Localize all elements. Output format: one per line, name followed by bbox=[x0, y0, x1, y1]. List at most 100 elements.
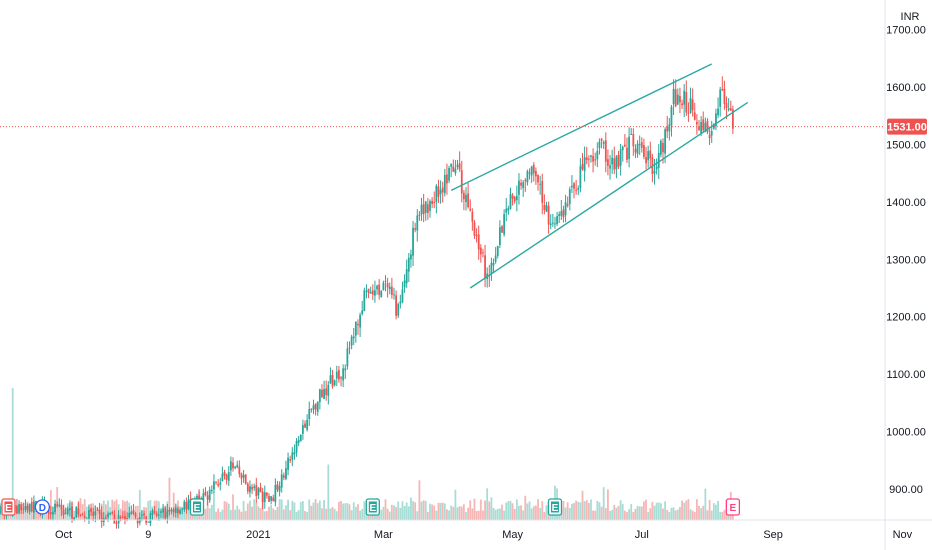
volume-bar bbox=[717, 500, 719, 520]
candle-body bbox=[166, 510, 169, 518]
earnings-marker[interactable]: E bbox=[365, 498, 380, 516]
candle-body bbox=[316, 401, 319, 412]
candle-body bbox=[105, 517, 107, 519]
dividend-marker[interactable]: D bbox=[34, 499, 51, 515]
candle-body bbox=[94, 511, 97, 516]
volume-bar bbox=[492, 507, 495, 520]
candle-body bbox=[645, 157, 647, 164]
candle-body bbox=[346, 348, 349, 367]
volume-bar bbox=[657, 502, 660, 520]
volume-bar bbox=[219, 511, 222, 520]
candle-body bbox=[333, 380, 336, 386]
candle-body bbox=[291, 452, 294, 460]
candle-body bbox=[452, 166, 455, 172]
volume-bar bbox=[643, 501, 645, 520]
candle-body bbox=[518, 180, 520, 195]
volume-bar bbox=[498, 508, 501, 520]
volume-bar bbox=[240, 511, 243, 520]
volume-bar bbox=[289, 510, 292, 520]
volume-bar bbox=[649, 508, 652, 520]
candle-body bbox=[687, 112, 690, 114]
volume-bar bbox=[439, 502, 442, 520]
candle-body bbox=[397, 303, 400, 316]
candle-body bbox=[721, 88, 724, 91]
volume-bar bbox=[630, 504, 633, 520]
volume-bar bbox=[460, 506, 463, 520]
candle-body bbox=[312, 405, 315, 410]
volume-bar bbox=[501, 504, 503, 520]
volume-bar bbox=[403, 505, 406, 520]
candle-body bbox=[693, 112, 696, 120]
candle-body bbox=[659, 140, 662, 155]
candle-body bbox=[293, 452, 296, 455]
volume-bar bbox=[206, 500, 209, 520]
volume-bar bbox=[344, 503, 347, 520]
earnings-marker[interactable]: E bbox=[1, 498, 16, 516]
candle-body bbox=[579, 166, 582, 188]
candle-body bbox=[342, 368, 345, 381]
candle-body bbox=[435, 185, 438, 203]
time-axis[interactable]: Oct 9 2021 Mar May Jul Sep Nov bbox=[55, 529, 913, 541]
volume-bar bbox=[270, 504, 273, 520]
volume-bar bbox=[407, 506, 410, 520]
candle-body bbox=[450, 163, 453, 167]
candle-body bbox=[350, 336, 353, 346]
candle-body bbox=[30, 502, 33, 512]
candle-body bbox=[213, 481, 215, 490]
candle-body bbox=[359, 314, 361, 328]
volume-bar bbox=[592, 510, 594, 520]
candle-body bbox=[151, 510, 154, 516]
candle-body bbox=[261, 491, 264, 503]
candle-body bbox=[174, 507, 177, 513]
volume-bar bbox=[221, 509, 224, 520]
volume-bar bbox=[604, 508, 607, 520]
earnings-marker[interactable]: E bbox=[547, 498, 563, 516]
volume-bar bbox=[287, 499, 289, 520]
volume-bar bbox=[291, 500, 294, 520]
candle-body bbox=[388, 286, 391, 290]
volume-bar bbox=[384, 499, 387, 520]
candle-body bbox=[706, 120, 709, 133]
candle-body bbox=[405, 269, 408, 284]
volume-bar bbox=[458, 506, 461, 520]
candle-body bbox=[115, 522, 118, 524]
volume-bar bbox=[537, 499, 539, 520]
price-axis[interactable]: 900.00 1000.00 1100.00 1200.00 1300.00 1400.0… bbox=[886, 24, 926, 496]
candle-body bbox=[621, 146, 624, 151]
candle-body bbox=[647, 151, 650, 161]
volume-bar bbox=[172, 492, 175, 520]
channel-upper-line[interactable] bbox=[450, 63, 713, 191]
volume-bar bbox=[274, 509, 277, 520]
candle-body bbox=[376, 285, 378, 290]
volume-bar bbox=[674, 510, 677, 520]
volume-bar bbox=[378, 511, 381, 520]
volume-bar bbox=[602, 487, 605, 520]
volume-bar bbox=[183, 510, 186, 520]
candle-body bbox=[554, 223, 556, 225]
volume-bar bbox=[511, 503, 514, 520]
candle-body bbox=[731, 109, 734, 129]
volume-bar bbox=[357, 504, 359, 520]
volume-bar bbox=[348, 504, 351, 520]
earnings-marker[interactable]: E bbox=[725, 498, 741, 516]
candle-body bbox=[111, 512, 114, 514]
candle-body bbox=[535, 171, 537, 177]
trend-channel[interactable] bbox=[450, 63, 749, 289]
candle-body bbox=[424, 201, 427, 213]
y-tick-label: 900.00 bbox=[889, 484, 923, 496]
candle-body bbox=[507, 208, 510, 211]
candle-body bbox=[289, 459, 292, 461]
earnings-marker[interactable]: E bbox=[189, 498, 205, 516]
volume-bar bbox=[136, 505, 139, 520]
volume-bar bbox=[681, 500, 683, 520]
candle-body bbox=[244, 474, 247, 484]
volume-bar bbox=[679, 507, 681, 520]
candle-body bbox=[498, 227, 501, 246]
volume-bar bbox=[393, 505, 395, 520]
candle-body bbox=[160, 511, 162, 513]
volume-bar bbox=[354, 506, 357, 520]
channel-lower-line[interactable] bbox=[469, 101, 749, 289]
candle-body bbox=[416, 215, 419, 231]
